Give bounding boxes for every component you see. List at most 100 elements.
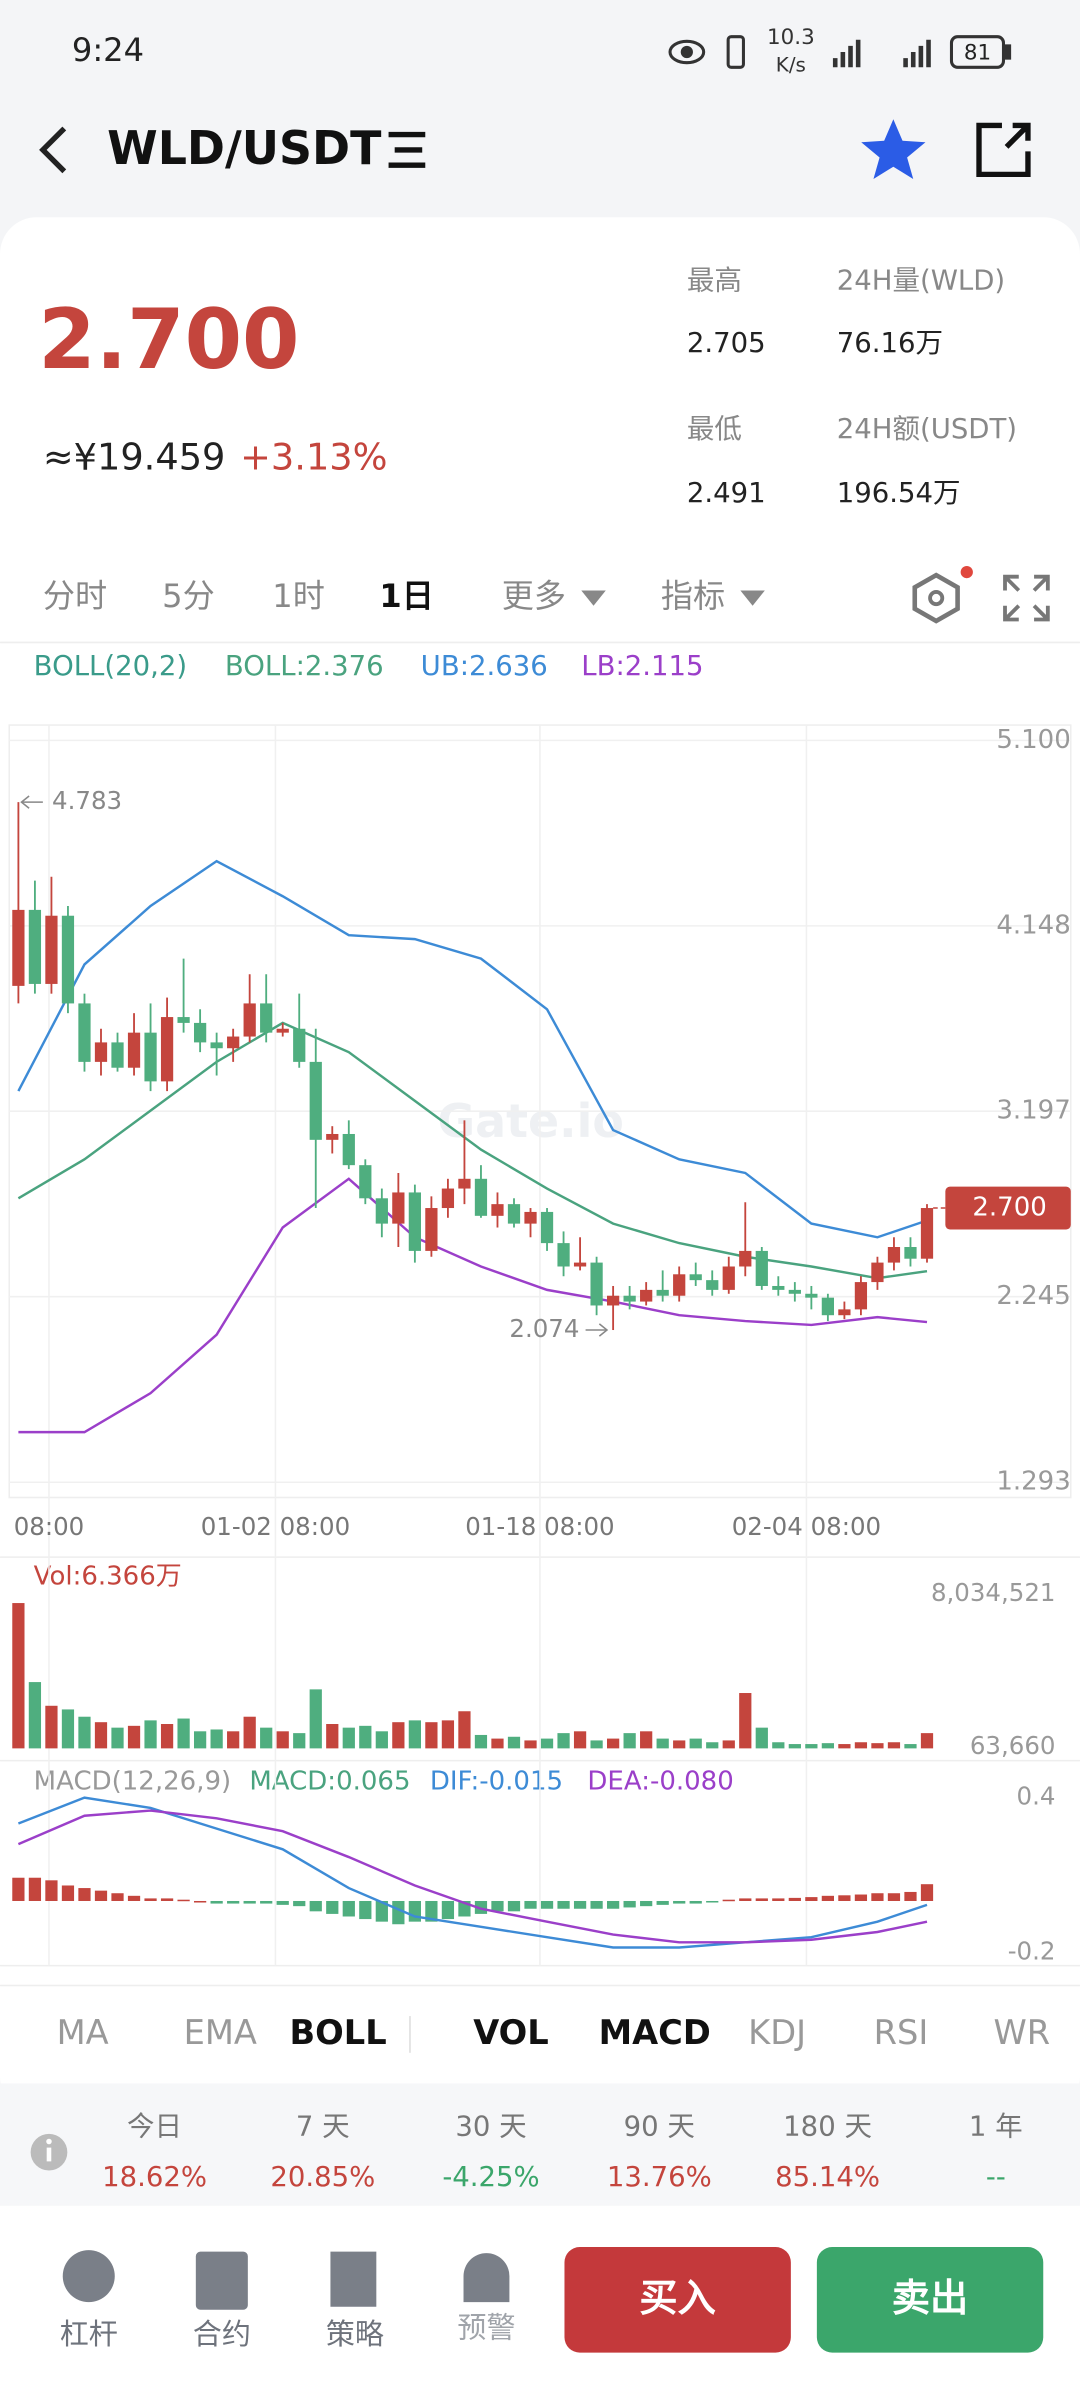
volume-bar <box>260 1727 273 1749</box>
x-tick-label: 02-04 08:00 <box>732 1512 881 1541</box>
volume-bar <box>788 1744 801 1749</box>
candle-body <box>309 1061 322 1140</box>
indicator-tab[interactable]: EMA <box>184 2013 257 2052</box>
perf-value: 85.14% <box>775 2161 880 2193</box>
macd-bar <box>78 1888 91 1901</box>
nav-label[interactable]: 预警 <box>457 2311 515 2345</box>
nav-label[interactable]: 策略 <box>326 2317 384 2351</box>
volume-bar <box>805 1744 818 1749</box>
settings-icon[interactable] <box>912 572 960 624</box>
volume-bar <box>755 1727 768 1749</box>
candle-body <box>210 1042 223 1049</box>
fullscreen-icon[interactable] <box>1003 574 1050 622</box>
candle-body <box>606 1295 620 1306</box>
volume-bar <box>111 1727 124 1749</box>
favorite-star[interactable] <box>861 119 926 179</box>
x-tick-label: 08:00 <box>14 1512 85 1541</box>
vol-legend: Vol:6.366万 <box>34 1562 182 1592</box>
candle-body <box>276 1028 289 1033</box>
candle-body <box>28 909 42 984</box>
volume-bar <box>243 1716 256 1749</box>
volume-bar <box>573 1731 587 1749</box>
volume-bar <box>227 1731 240 1749</box>
macd-bar <box>788 1897 801 1901</box>
candle-body <box>491 1204 504 1216</box>
status-time: 9:24 <box>72 31 144 69</box>
macd-bar <box>871 1893 884 1901</box>
macd-bar <box>309 1900 322 1912</box>
x-tick-label: 01-18 08:00 <box>465 1512 614 1541</box>
period-tab[interactable]: 1时 <box>272 577 325 615</box>
buy-label: 买入 <box>639 2277 715 2321</box>
macd-bar <box>854 1894 868 1901</box>
settings-icon-center <box>928 590 945 607</box>
indicator-tab[interactable]: RSI <box>874 2013 929 2052</box>
perf-label: 90 天 <box>624 2111 695 2143</box>
boll-legend: BOLL(20,2) <box>34 650 187 682</box>
volume-bar <box>706 1742 719 1749</box>
period-more[interactable]: 更多 <box>502 577 566 615</box>
candle-body <box>722 1266 735 1290</box>
volume-bar <box>590 1740 603 1749</box>
candle-body <box>193 1022 207 1043</box>
macd-bar <box>838 1895 851 1901</box>
macd-bar <box>706 1900 719 1903</box>
indicator-tab[interactable]: MA <box>57 2013 109 2052</box>
buy-button[interactable] <box>564 2247 791 2353</box>
candle-body <box>45 915 58 984</box>
status-icons <box>668 35 1012 69</box>
candle-body <box>871 1262 884 1283</box>
sell-button[interactable] <box>816 2247 1044 2353</box>
stat-value: 2.705 <box>687 327 766 359</box>
candle-body <box>788 1289 801 1294</box>
period-tab[interactable]: 5分 <box>162 577 215 615</box>
volume-bar <box>887 1742 901 1749</box>
candle-body <box>160 1017 174 1082</box>
macd-bar <box>342 1900 355 1917</box>
volume-bar <box>838 1744 851 1749</box>
indicator-tab-active[interactable]: MACD <box>599 2013 711 2052</box>
macd-bar <box>821 1895 834 1901</box>
info-icon-glyph <box>46 2147 52 2162</box>
candle-body <box>227 1036 240 1049</box>
macd-legend: DIF:-0.015 <box>430 1767 563 1797</box>
indicator-menu[interactable]: 指标 <box>661 577 725 615</box>
candle-body <box>673 1274 686 1296</box>
volume-bar <box>821 1743 834 1749</box>
candle-body <box>689 1274 702 1281</box>
period-tab-active[interactable]: 1日 <box>379 577 433 615</box>
perf-label: 1 年 <box>969 2111 1023 2143</box>
volume-bar <box>61 1709 75 1749</box>
candle-body <box>887 1247 901 1263</box>
pair-title[interactable]: WLD/USDT <box>107 121 382 175</box>
period-tab[interactable]: 分时 <box>43 577 107 615</box>
candle-body <box>590 1262 603 1306</box>
indicator-tab-active[interactable]: BOLL <box>290 2013 387 2052</box>
indicator-tab-active[interactable]: VOL <box>473 2013 548 2052</box>
nav-label[interactable]: 合约 <box>193 2317 251 2351</box>
pair-menu-icon[interactable] <box>388 131 426 168</box>
indicator-tab[interactable]: WR <box>994 2013 1051 2052</box>
y-tick-label: 2.245 <box>996 1281 1070 1311</box>
macd-bar <box>887 1893 901 1901</box>
nav-label[interactable]: 杠杆 <box>60 2317 118 2351</box>
macd-bar <box>260 1900 273 1904</box>
candle-body <box>94 1042 108 1062</box>
boll-line <box>17 859 928 1239</box>
macd-bar <box>540 1900 554 1909</box>
macd-bar <box>177 1899 190 1902</box>
candle-body <box>177 1017 190 1023</box>
volume-bar <box>28 1682 42 1749</box>
volume-bar <box>871 1743 884 1749</box>
share-button[interactable] <box>976 122 1031 178</box>
macd-legend: DEA:-0.080 <box>587 1767 733 1797</box>
candle-body <box>127 1032 141 1068</box>
candle-body <box>342 1133 355 1166</box>
macd-bar <box>193 1900 207 1903</box>
macd-bar <box>673 1900 686 1904</box>
back-button[interactable] <box>39 126 67 174</box>
annotation-arrowhead <box>20 795 30 809</box>
candle-body <box>507 1204 521 1224</box>
indicator-tab[interactable]: KDJ <box>748 2013 806 2052</box>
candle-body <box>12 909 25 986</box>
